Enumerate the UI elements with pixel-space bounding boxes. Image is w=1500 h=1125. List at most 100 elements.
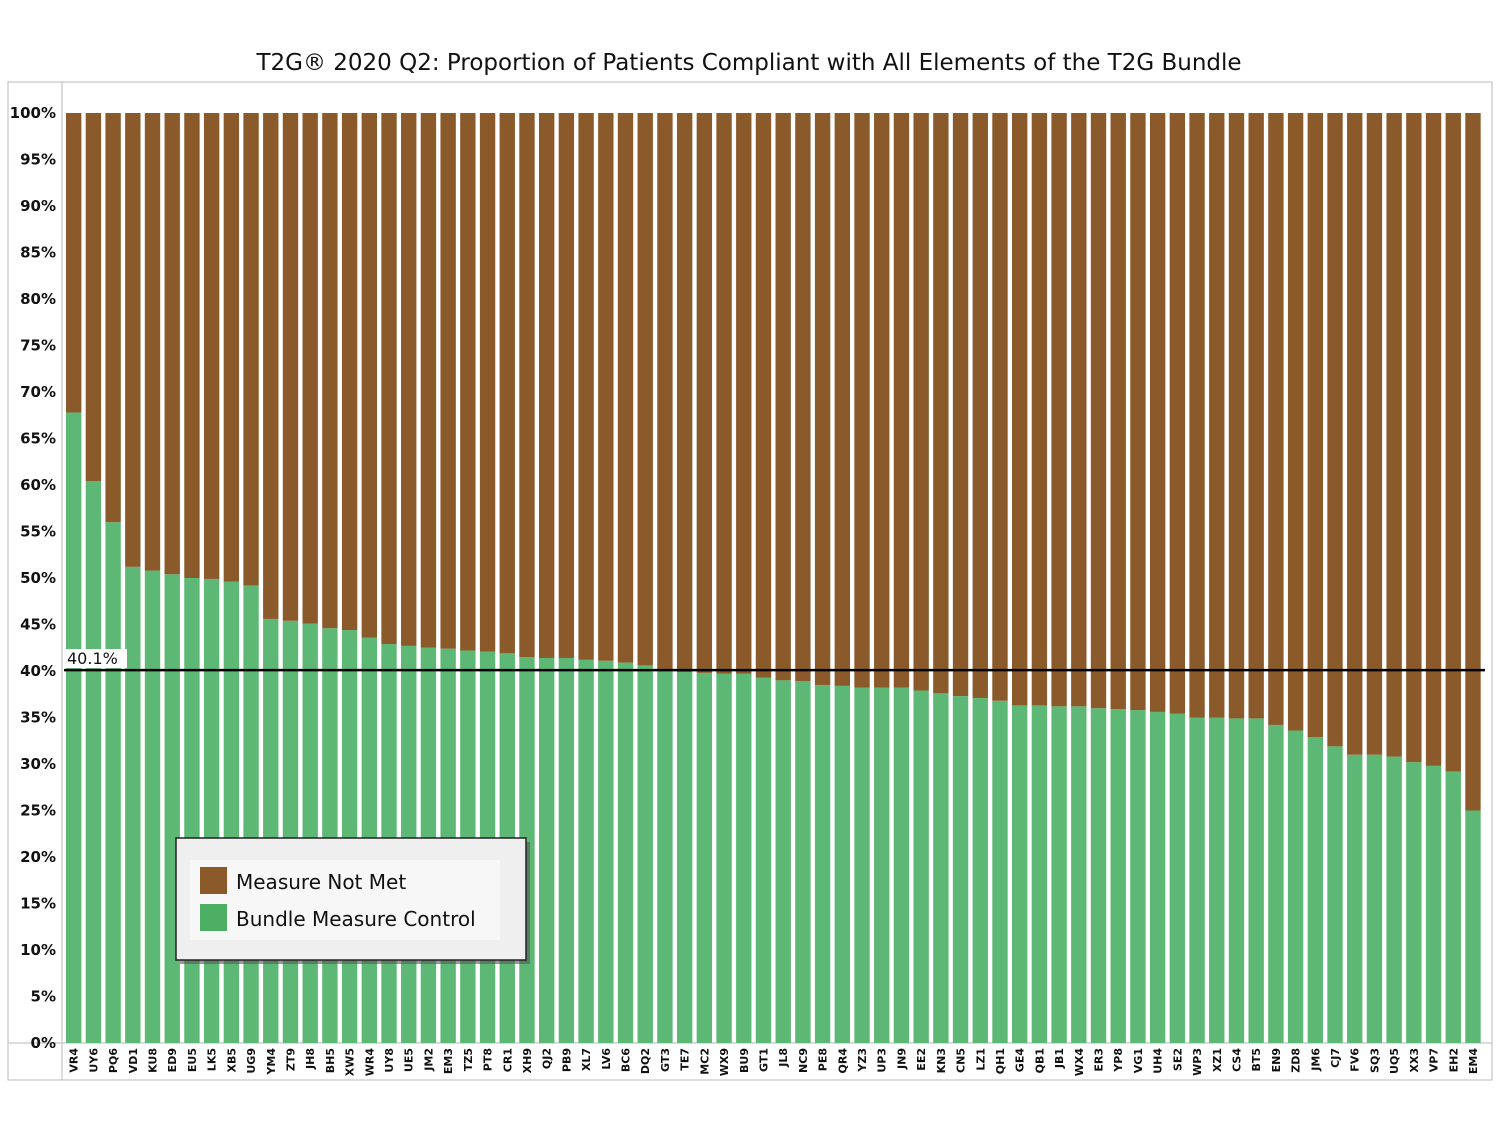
bar-notmet-EM4 xyxy=(1465,113,1481,811)
x-tick-label: XB5 xyxy=(225,1048,238,1073)
bar-notmet-JL8 xyxy=(775,113,791,681)
bar-bundle-LZ1 xyxy=(972,697,988,1043)
y-tick-label: 10% xyxy=(20,941,56,959)
y-tick-label: 65% xyxy=(20,430,56,448)
bar-bundle-JH8 xyxy=(302,623,318,1043)
x-tick-label: EM4 xyxy=(1467,1048,1480,1074)
x-tick-label: BC6 xyxy=(620,1048,633,1072)
y-tick-label: 40% xyxy=(20,662,56,680)
bar-bundle-EE2 xyxy=(913,690,929,1043)
bar-notmet-UE5 xyxy=(401,113,417,646)
bar-notmet-JN9 xyxy=(893,113,910,688)
bar-bundle-EM4 xyxy=(1465,810,1481,1043)
x-tick-label: XZ1 xyxy=(1211,1048,1224,1072)
x-tick-label: LK5 xyxy=(206,1048,219,1071)
bar-bundle-UP3 xyxy=(874,687,890,1043)
bar-notmet-ZT9 xyxy=(282,113,299,621)
bar-notmet-GE4 xyxy=(1012,113,1028,706)
bar-bundle-XX3 xyxy=(1406,762,1422,1043)
bar-notmet-EH2 xyxy=(1445,113,1461,772)
legend-swatch xyxy=(200,904,227,931)
bar-bundle-WP3 xyxy=(1189,717,1205,1043)
x-tick-label: UE5 xyxy=(403,1048,416,1072)
x-tick-label: BH5 xyxy=(324,1048,337,1073)
x-tick-label: PT8 xyxy=(482,1048,495,1071)
bar-notmet-TZ5 xyxy=(460,113,476,651)
bar-notmet-YZ3 xyxy=(854,113,870,688)
x-tick-label: EE2 xyxy=(915,1048,928,1071)
bar-notmet-PQ6 xyxy=(105,113,121,523)
bar-notmet-BT5 xyxy=(1248,113,1264,719)
bar-notmet-XB5 xyxy=(223,113,240,582)
x-tick-label: GT3 xyxy=(659,1048,672,1072)
bar-notmet-PT8 xyxy=(479,113,496,652)
x-tick-label: ER3 xyxy=(1093,1048,1106,1072)
bar-notmet-VP7 xyxy=(1425,113,1442,766)
bar-bundle-BH5 xyxy=(322,628,338,1043)
y-tick-label: 80% xyxy=(20,290,56,308)
bar-bundle-GT1 xyxy=(755,677,772,1043)
bar-bundle-XZ1 xyxy=(1209,717,1225,1043)
y-tick-label: 100% xyxy=(10,104,56,122)
x-tick-label: TZ5 xyxy=(462,1048,475,1071)
x-tick-label: ZD8 xyxy=(1290,1048,1303,1073)
bar-bundle-KN3 xyxy=(933,693,949,1043)
x-tick-label: JM6 xyxy=(1309,1048,1322,1072)
bar-bundle-UG9 xyxy=(243,585,259,1043)
bar-bundle-DQ2 xyxy=(637,665,653,1043)
bar-notmet-DQ2 xyxy=(637,113,653,666)
bar-bundle-FV6 xyxy=(1347,754,1363,1043)
x-tick-label: WX9 xyxy=(718,1048,731,1076)
bar-bundle-EU5 xyxy=(184,578,200,1043)
bar-notmet-JB1 xyxy=(1051,113,1067,707)
bar-bundle-SQ3 xyxy=(1366,754,1383,1043)
bar-notmet-WX9 xyxy=(716,113,732,674)
bar-notmet-XH9 xyxy=(519,113,535,658)
bar-bundle-MC2 xyxy=(696,672,713,1043)
bar-notmet-UQ5 xyxy=(1386,113,1402,757)
bar-bundle-TE7 xyxy=(676,671,693,1043)
bar-notmet-UY8 xyxy=(381,113,397,645)
bar-notmet-BH5 xyxy=(322,113,338,629)
y-tick-label: 70% xyxy=(20,383,56,401)
bar-bundle-CS4 xyxy=(1228,718,1245,1043)
x-tick-label: CN5 xyxy=(955,1048,968,1073)
bar-notmet-ZD8 xyxy=(1287,113,1304,731)
bar-bundle-JM6 xyxy=(1307,737,1323,1043)
y-tick-label: 0% xyxy=(31,1034,56,1052)
x-tick-label: PB9 xyxy=(560,1048,573,1072)
bar-notmet-XW5 xyxy=(341,113,358,631)
bar-notmet-LK5 xyxy=(203,113,220,579)
bar-notmet-ER3 xyxy=(1090,113,1107,709)
legend-label: Bundle Measure Control xyxy=(236,907,476,931)
bar-notmet-XX3 xyxy=(1406,113,1422,763)
x-tick-label: BU9 xyxy=(738,1048,751,1073)
bar-bundle-QR4 xyxy=(834,685,850,1043)
bar-bundle-BC6 xyxy=(617,662,634,1043)
y-tick-label: 50% xyxy=(20,569,56,587)
x-tick-label: WX4 xyxy=(1073,1048,1086,1077)
y-tick-label: 85% xyxy=(20,244,56,262)
bar-bundle-ZD8 xyxy=(1287,730,1304,1043)
bar-notmet-UY6 xyxy=(85,113,102,482)
x-tick-label: PQ6 xyxy=(107,1048,120,1073)
bar-notmet-JM2 xyxy=(420,113,437,648)
x-tick-label: CS4 xyxy=(1230,1048,1243,1072)
bar-notmet-WR4 xyxy=(361,113,377,638)
x-tick-label: GE4 xyxy=(1014,1048,1027,1073)
bar-notmet-VR4 xyxy=(66,113,82,413)
bar-notmet-KU8 xyxy=(144,113,161,571)
bar-bundle-CJ7 xyxy=(1327,746,1343,1043)
y-tick-label: 95% xyxy=(20,151,56,169)
x-tick-label: CR1 xyxy=(501,1048,514,1072)
reference-line-label: 40.1% xyxy=(67,649,118,668)
y-tick-label: 45% xyxy=(20,616,56,634)
bar-bundle-ED9 xyxy=(164,574,180,1043)
x-tick-label: JM2 xyxy=(422,1048,435,1072)
x-tick-label: VD1 xyxy=(127,1048,140,1073)
bar-notmet-FV6 xyxy=(1347,113,1363,755)
y-tick-label: 25% xyxy=(20,802,56,820)
x-tick-label: BT5 xyxy=(1250,1048,1263,1072)
x-tick-label: EN9 xyxy=(1270,1048,1283,1072)
